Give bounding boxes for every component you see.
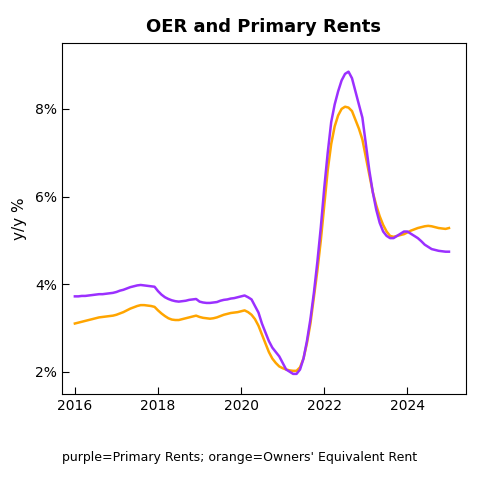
Text: purple=Primary Rents; orange=Owners' Equivalent Rent: purple=Primary Rents; orange=Owners' Equ… [62, 451, 418, 464]
Title: OER and Primary Rents: OER and Primary Rents [146, 18, 382, 36]
Y-axis label: y/y %: y/y % [12, 197, 26, 240]
